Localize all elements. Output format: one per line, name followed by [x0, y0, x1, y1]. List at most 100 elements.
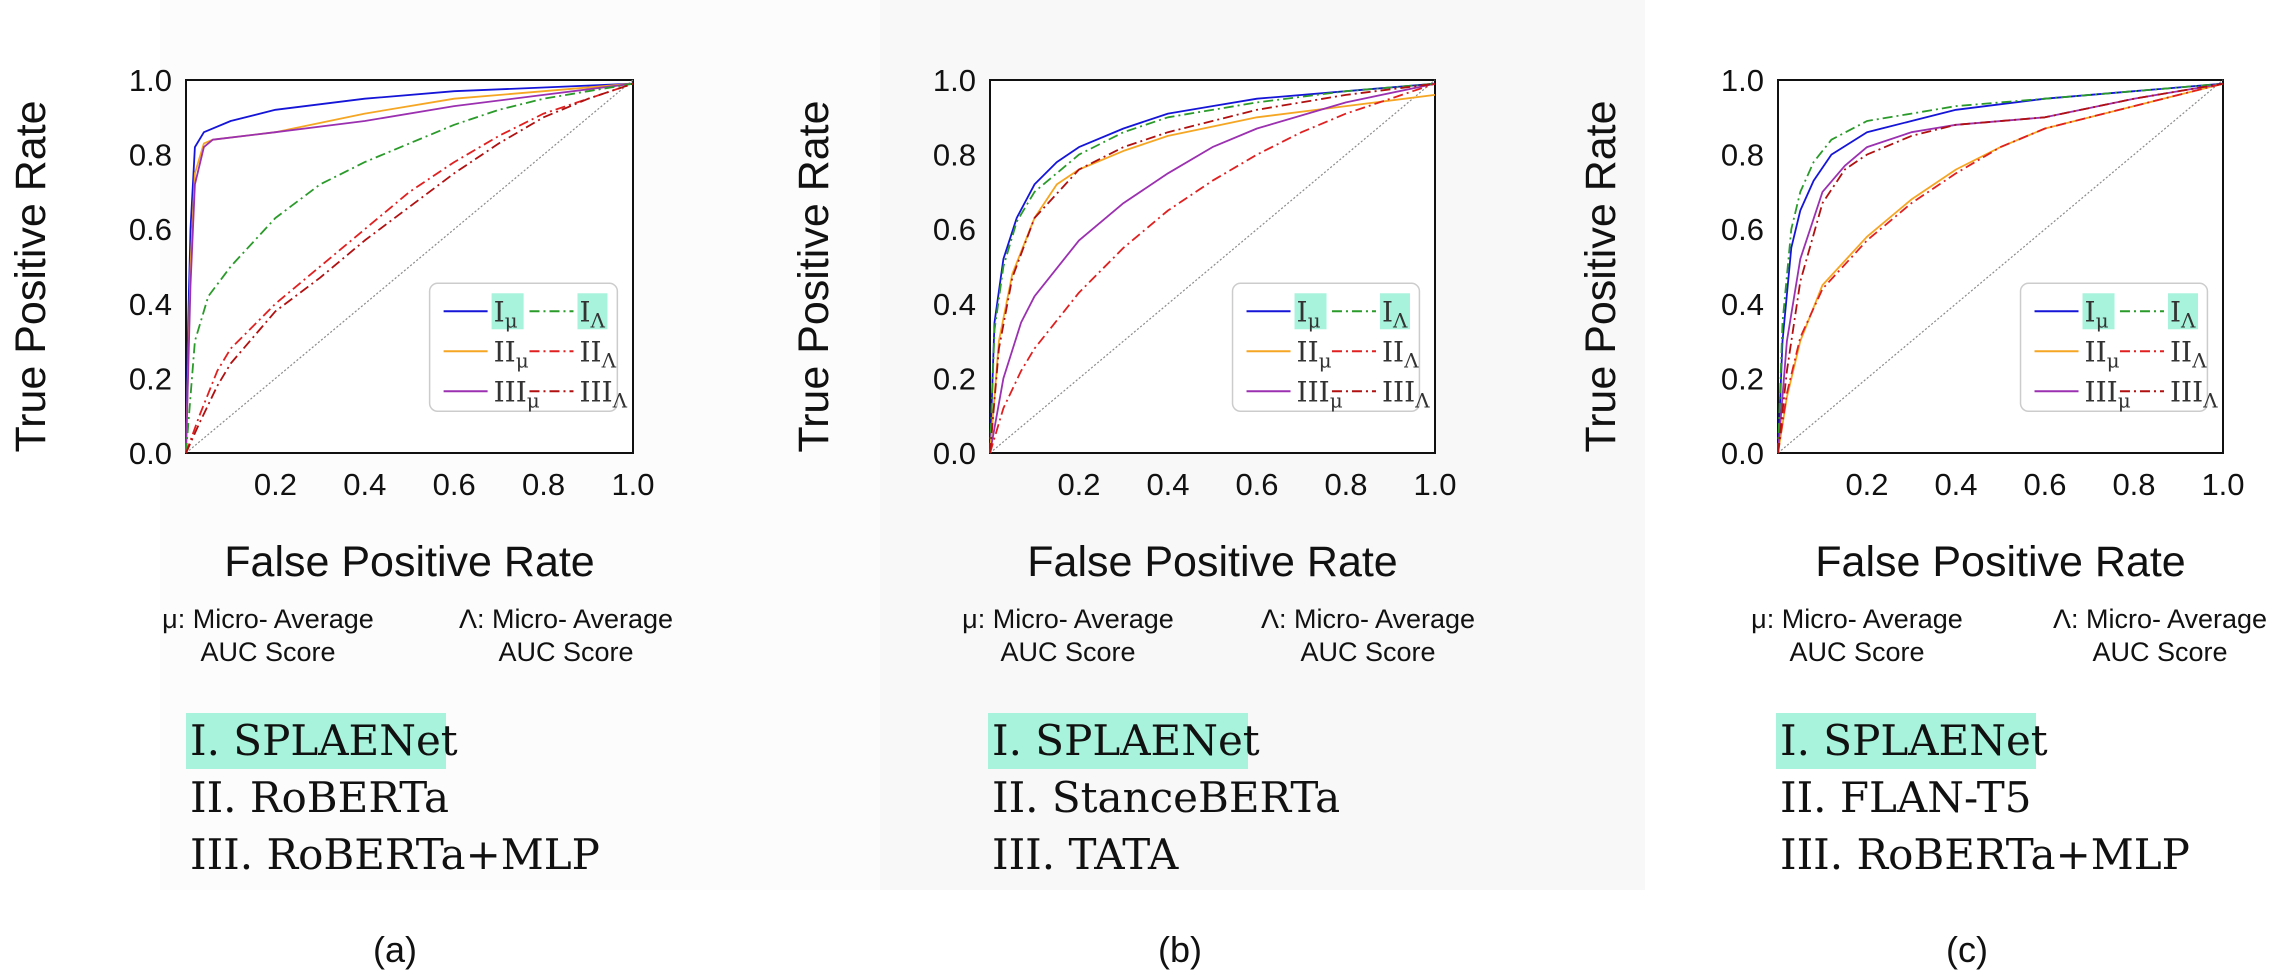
- legend-highlight: [1294, 293, 1327, 330]
- x-tick-label: 0.6: [2023, 467, 2066, 502]
- legend-label: Iμ: [2085, 295, 2109, 332]
- chance-diagonal: [185, 79, 634, 454]
- panel-label: (b): [1158, 929, 1202, 970]
- micro-note: μ: Micro- Average: [1751, 604, 1963, 634]
- series-line-III-macro: [989, 82, 1436, 454]
- x-tick-label: 0.8: [1324, 467, 1367, 502]
- y-tick-label: 0.8: [1721, 138, 1764, 173]
- x-tick-label: 0.6: [433, 467, 476, 502]
- y-tick-label: 0.0: [1721, 436, 1764, 471]
- y-tick-label: 0.6: [129, 212, 172, 247]
- legend-box: [1231, 282, 1421, 413]
- model-highlight: [988, 713, 1248, 769]
- x-tick-label: 0.6: [1235, 467, 1278, 502]
- legend-box: [2019, 282, 2209, 413]
- chance-diagonal: [989, 79, 1436, 454]
- series-line-III-micro: [185, 82, 634, 454]
- y-axis-label: True Positive Rate: [1577, 100, 1625, 452]
- legend-label: IIμ: [494, 335, 529, 372]
- y-tick-label: 0.4: [1721, 287, 1764, 322]
- series-line-I-macro: [1777, 82, 2224, 454]
- micro-note: μ: Micro- Average: [162, 604, 374, 634]
- legend-label: Iμ: [494, 295, 518, 332]
- legend-label: IIΛ: [579, 335, 616, 372]
- legend-highlight: [2082, 293, 2115, 330]
- model-name: II. FLAN-T5: [1780, 773, 2031, 822]
- y-tick-label: 1.0: [1721, 63, 1764, 98]
- x-tick-label: 1.0: [2201, 467, 2244, 502]
- model-name: III. RoBERTa+MLP: [190, 830, 600, 879]
- series-line-I-macro: [185, 82, 634, 454]
- y-tick-label: 0.4: [129, 287, 172, 322]
- legend-label: IIIΛ: [1382, 375, 1430, 412]
- legend-label: IIμ: [2085, 335, 2120, 372]
- model-highlight: [1776, 713, 2036, 769]
- legend-label: IIIΛ: [2170, 375, 2218, 412]
- micro-note-sub: AUC Score: [1000, 637, 1135, 667]
- legend-label: IIΛ: [2170, 335, 2207, 372]
- legend-label: IIIΛ: [579, 375, 627, 412]
- x-tick-label: 0.2: [1057, 467, 1100, 502]
- y-tick-label: 0.4: [933, 287, 976, 322]
- model-name: I. SPLAENet: [992, 716, 1260, 765]
- legend-highlight: [2167, 293, 2198, 330]
- macro-note-sub: AUC Score: [1300, 637, 1435, 667]
- series-line-I-macro: [989, 82, 1436, 454]
- y-tick-label: 0.0: [129, 436, 172, 471]
- x-tick-label: 0.8: [522, 467, 565, 502]
- micro-note: μ: Micro- Average: [962, 604, 1174, 634]
- series-line-III-micro: [989, 82, 1436, 454]
- y-tick-label: 0.2: [933, 361, 976, 396]
- roc-panel-c: 0.0 0.2 0.4 0.6 0.8 1.0 0.2 0.4 0.6 0.8 1.0 True Po…: [1577, 63, 2267, 970]
- model-name: I. SPLAENet: [190, 716, 458, 765]
- x-axis-label: False Positive Rate: [1815, 538, 2185, 586]
- x-tick-label: 0.8: [2112, 467, 2155, 502]
- panel-label: (a): [373, 929, 417, 970]
- y-axis-label: True Positive Rate: [7, 100, 55, 452]
- y-tick-label: 0.2: [1721, 361, 1764, 396]
- legend-label: IIμ: [1297, 335, 1332, 372]
- series-line-I-micro: [1777, 82, 2224, 454]
- legend-highlight: [1379, 293, 1410, 330]
- legend-label: IIIμ: [1297, 375, 1343, 412]
- model-name: II. RoBERTa: [190, 773, 449, 822]
- legend-label: IIΛ: [1382, 335, 1419, 372]
- model-name: III. RoBERTa+MLP: [1780, 830, 2190, 879]
- series-line-III-macro: [185, 82, 634, 454]
- x-tick-label: 0.4: [1934, 467, 1977, 502]
- y-tick-label: 1.0: [129, 63, 172, 98]
- roc-panel-b: 0.0 0.2 0.4 0.6 0.8 1.0 0.2 0.4 0.6 0.8 1.0 True Po…: [790, 63, 1475, 970]
- legend-label: IΛ: [1382, 295, 1408, 332]
- macro-note: Λ: Micro- Average: [2053, 604, 2267, 634]
- legend-label: Iμ: [1297, 295, 1321, 332]
- legend-label: IIIμ: [2085, 375, 2131, 412]
- y-tick-label: 0.2: [129, 361, 172, 396]
- model-name: I. SPLAENet: [1780, 716, 2048, 765]
- macro-note-sub: AUC Score: [498, 637, 633, 667]
- legend-highlight: [491, 293, 524, 330]
- legend-label: IΛ: [2170, 295, 2196, 332]
- y-tick-label: 0.0: [933, 436, 976, 471]
- y-tick-label: 0.6: [933, 212, 976, 247]
- x-tick-label: 1.0: [1413, 467, 1456, 502]
- series-line-II-macro: [1777, 82, 2224, 454]
- model-name: II. StanceBERTa: [992, 773, 1340, 822]
- roc-panel-a: 0.0 0.2 0.4 0.6 0.8 1.0 0.2 0.4 0.6 0.8 1.0 True Po…: [7, 63, 673, 970]
- series-line-I-micro: [185, 82, 634, 454]
- y-tick-label: 0.6: [1721, 212, 1764, 247]
- macro-note-sub: AUC Score: [2092, 637, 2227, 667]
- x-axis-label: False Positive Rate: [1027, 538, 1397, 586]
- micro-note-sub: AUC Score: [1789, 637, 1924, 667]
- y-tick-label: 0.8: [933, 138, 976, 173]
- macro-note: Λ: Micro- Average: [459, 604, 673, 634]
- micro-note-sub: AUC Score: [200, 637, 335, 667]
- legend-highlight: [577, 293, 608, 330]
- legend-label: IΛ: [579, 295, 605, 332]
- model-highlight: [186, 713, 446, 769]
- x-axis-label: False Positive Rate: [224, 538, 594, 586]
- series-line-II-macro: [185, 82, 634, 454]
- y-axis-label: True Positive Rate: [790, 100, 838, 452]
- legend-box: [428, 282, 619, 413]
- x-tick-label: 0.4: [343, 467, 386, 502]
